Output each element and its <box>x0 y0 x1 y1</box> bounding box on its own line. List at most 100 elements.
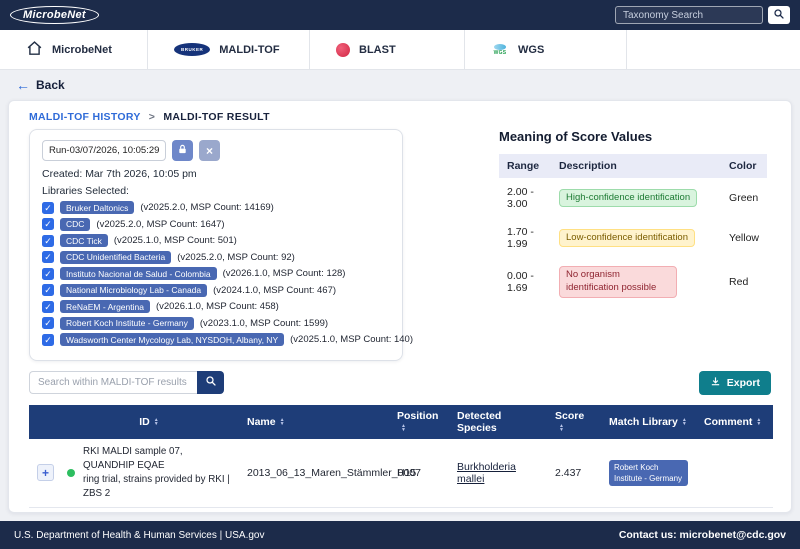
library-row: ✓ National Microbiology Lab - Canada (v2… <box>42 284 390 297</box>
column-header-match-library[interactable]: Match Library▲▼ <box>601 405 696 439</box>
library-row: ✓ CDC (v2025.2.0, MSP Count: 1647) <box>42 218 390 231</box>
top-header: MicrobeNet <box>0 0 800 30</box>
sample-comment <box>696 508 773 513</box>
sort-icon[interactable]: ▲▼ <box>682 418 687 426</box>
library-badge: ReNaEM - Argentina <box>60 300 150 313</box>
table-row: + RKI MALDI sample 07, QUANDHIP EQAE rin… <box>29 439 773 508</box>
library-list: ✓ Bruker Daltonics (v2025.2.0, MSP Count… <box>42 201 390 346</box>
nav-item-blast[interactable]: BLAST <box>310 30 465 69</box>
library-row: ✓ Wadsworth Center Mycology Lab, NYSDOH,… <box>42 333 390 346</box>
library-row: ✓ Instituto Nacional de Salud - Colombia… <box>42 267 390 280</box>
results-search-button[interactable] <box>197 371 224 394</box>
column-header-name[interactable]: Name▲▼ <box>239 405 389 439</box>
results-search-input[interactable] <box>29 371 197 394</box>
library-details: (v2025.2.0, MSP Count: 92) <box>177 252 295 263</box>
score-range: 1.70 - 1.99 <box>499 218 551 258</box>
library-badge: Instituto Nacional de Salud - Colombia <box>60 267 217 280</box>
results-toolbar: Export <box>29 371 771 395</box>
score-description-badge: No organism identification possible <box>559 266 677 298</box>
taxonomy-search-button[interactable] <box>768 6 790 24</box>
nav-item-microbenet-home[interactable]: MicrobeNet <box>0 30 148 69</box>
score-color-name: Green <box>721 178 767 218</box>
score-meaning-panel: Meaning of Score Values Range Descriptio… <box>499 129 767 306</box>
sample-position: H16 <box>389 508 449 513</box>
nav-item-wgs[interactable]: WGS WGS <box>465 30 627 69</box>
library-badge: National Microbiology Lab - Canada <box>60 284 207 297</box>
column-header-position[interactable]: Position▲▼ <box>389 405 449 439</box>
sort-icon[interactable]: ▲▼ <box>280 418 285 426</box>
library-badge: CDC Unidentified Bacteria <box>60 251 171 264</box>
sort-icon[interactable]: ▲▼ <box>154 418 159 426</box>
nav-maldi-label: MALDI-TOF <box>219 44 279 56</box>
content-row: × Created: Mar 7th 2026, 10:05 pm Librar… <box>29 129 771 361</box>
column-header-score[interactable]: Score▲▼ <box>547 405 601 439</box>
back-row: ← Back <box>0 70 800 100</box>
footer-contact-email[interactable]: Contact us: microbenet@cdc.gov <box>619 529 786 541</box>
expand-row-button[interactable]: + <box>37 464 54 481</box>
sort-icon[interactable]: ▲▼ <box>401 424 406 432</box>
checkbox-checked-icon[interactable]: ✓ <box>42 268 54 280</box>
table-row: + RKI MALDI sample 07, QUANDHIP EQAE rin… <box>29 508 773 513</box>
export-label: Export <box>727 377 760 389</box>
back-arrow-icon[interactable]: ← <box>16 77 30 93</box>
nav-filler <box>627 30 800 69</box>
nav-item-maldi-tof[interactable]: BRUKER MALDI-TOF <box>148 30 310 69</box>
library-details: (v2024.1.0, MSP Count: 467) <box>213 285 336 296</box>
column-header-comment[interactable]: Comment▲▼ <box>696 405 773 439</box>
created-timestamp: Created: Mar 7th 2026, 10:05 pm <box>42 168 390 180</box>
library-details: (v2025.2.0, MSP Count: 14169) <box>140 202 273 213</box>
status-dot-green <box>67 469 75 477</box>
score-row-low: 1.70 - 1.99 Low-confidence identificatio… <box>499 218 767 258</box>
bruker-icon: BRUKER <box>174 43 210 56</box>
score-row-high: 2.00 - 3.00 High-confidence identificati… <box>499 178 767 218</box>
checkbox-checked-icon[interactable]: ✓ <box>42 218 54 230</box>
results-table: ID▲▼ Name▲▼ Position▲▼ Detected Species … <box>29 405 773 514</box>
checkbox-checked-icon[interactable]: ✓ <box>42 251 54 263</box>
back-link[interactable]: Back <box>36 78 65 92</box>
sort-icon[interactable]: ▲▼ <box>559 424 564 432</box>
library-badge: Robert Koch Institute - Germany <box>60 317 194 330</box>
checkbox-checked-icon[interactable]: ✓ <box>42 317 54 329</box>
search-icon <box>773 8 785 23</box>
library-badge: Bruker Daltonics <box>60 201 134 214</box>
checkbox-checked-icon[interactable]: ✓ <box>42 284 54 296</box>
logo-text: MicrobeNet <box>23 9 86 21</box>
sort-icon[interactable]: ▲▼ <box>756 418 761 426</box>
detected-species-link[interactable]: Burkholderia mallei <box>457 461 516 485</box>
footer-hhs-text[interactable]: U.S. Department of Health & Human Servic… <box>14 530 264 541</box>
taxonomy-search-input[interactable] <box>615 6 763 24</box>
library-badge: CDC Tick <box>60 234 108 247</box>
score-description-badge: Low-confidence identification <box>559 229 695 248</box>
library-details: (v2023.1.0, MSP Count: 1599) <box>200 318 328 329</box>
save-run-name-button[interactable] <box>172 140 193 161</box>
libraries-selected-label: Libraries Selected: <box>42 185 390 197</box>
expand-column-header <box>29 405 59 439</box>
score-panel-title: Meaning of Score Values <box>499 129 767 144</box>
checkbox-checked-icon[interactable]: ✓ <box>42 235 54 247</box>
run-name-row: × <box>42 140 390 161</box>
lock-icon <box>177 143 188 158</box>
column-header-detected-species[interactable]: Detected Species <box>449 405 547 439</box>
checkbox-checked-icon[interactable]: ✓ <box>42 202 54 214</box>
run-name-input[interactable] <box>42 140 166 161</box>
microbenet-logo[interactable]: MicrobeNet <box>10 6 99 24</box>
nav-wgs-label: WGS <box>518 44 544 56</box>
library-row: ✓ Bruker Daltonics (v2025.2.0, MSP Count… <box>42 201 390 214</box>
main-content-card: MALDI-TOF HISTORY > MALDI-TOF RESULT × C… <box>8 100 792 513</box>
sample-score: 2.437 <box>547 439 601 508</box>
score-header-range: Range <box>499 154 551 178</box>
search-icon <box>205 375 217 390</box>
library-details: (v2026.1.0, MSP Count: 128) <box>223 268 346 279</box>
checkbox-checked-icon[interactable]: ✓ <box>42 301 54 313</box>
column-header-id[interactable]: ID▲▼ <box>59 405 239 439</box>
score-description-badge: High-confidence identification <box>559 189 697 208</box>
checkbox-checked-icon[interactable]: ✓ <box>42 334 54 346</box>
cancel-rename-button[interactable]: × <box>199 140 220 161</box>
export-button[interactable]: Export <box>699 371 771 395</box>
score-meaning-table: Range Description Color 2.00 - 3.00 High… <box>499 154 767 306</box>
library-row: ✓ CDC Unidentified Bacteria (v2025.2.0, … <box>42 251 390 264</box>
sample-score: 2.456 <box>547 508 601 513</box>
wgs-icon: WGS <box>491 42 509 58</box>
breadcrumb-maldi-history-link[interactable]: MALDI-TOF HISTORY <box>29 111 140 123</box>
library-row: ✓ CDC Tick (v2025.1.0, MSP Count: 501) <box>42 234 390 247</box>
